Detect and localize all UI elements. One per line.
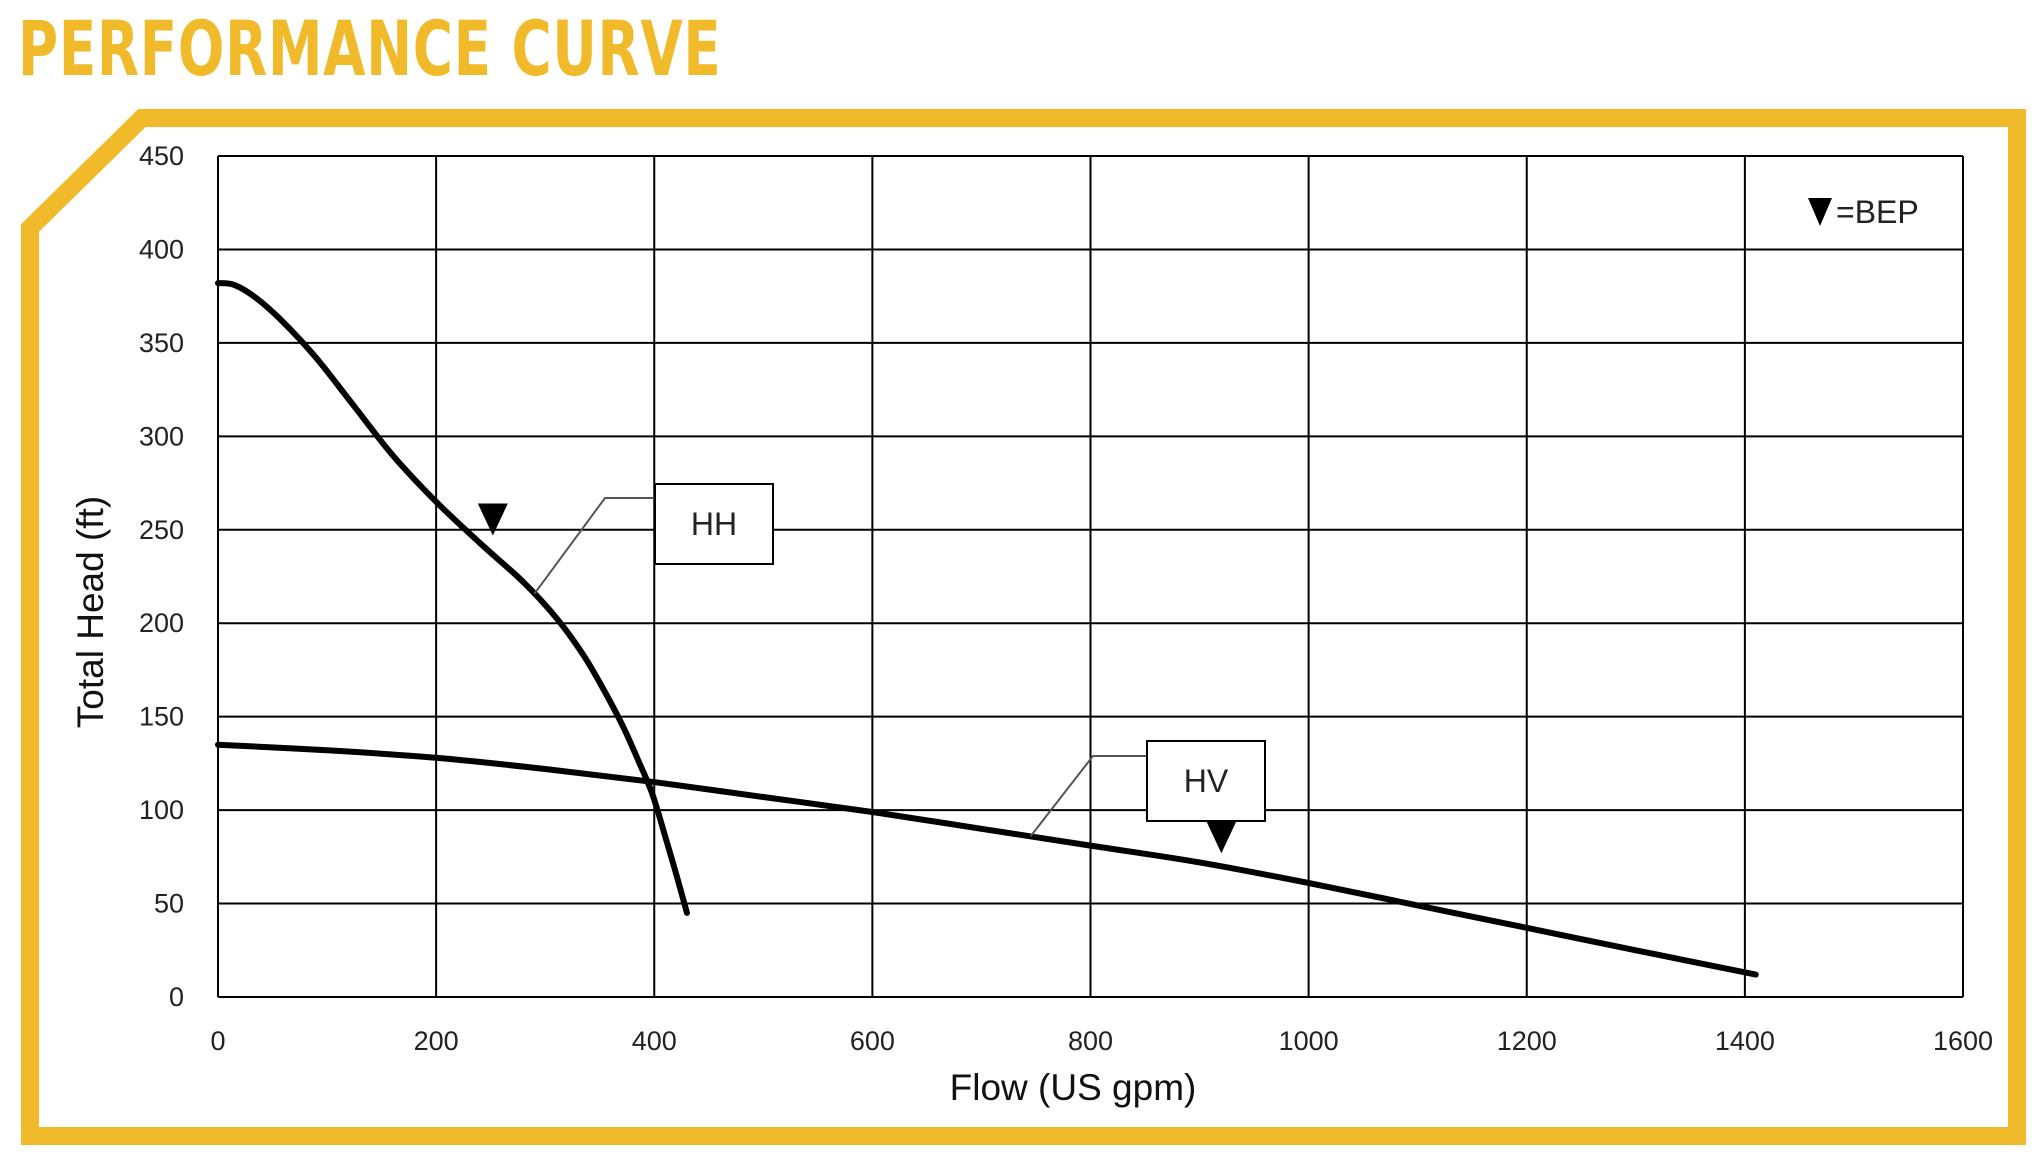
x-tick-labels: 0 200 400 600 800 1000 1200 1400 1600 [210, 1026, 1993, 1056]
curves [215, 280, 1759, 978]
y-tick-label: 400 [139, 234, 184, 264]
bep-marker-hh-icon [477, 503, 508, 536]
x-tick-label: 0 [210, 1026, 225, 1056]
x-tick-label: 1400 [1715, 1026, 1775, 1056]
x-tick-label: 1600 [1933, 1026, 1993, 1056]
series-label-hv: HV [1184, 763, 1229, 799]
y-tick-labels: 0 50 100 150 200 250 300 350 400 450 [139, 141, 184, 1012]
page-title: PERFORMANCE CURVE [18, 4, 722, 93]
y-tick-label: 350 [139, 328, 184, 358]
x-tick-label: 400 [632, 1026, 677, 1056]
callout-box-hv [1146, 740, 1266, 822]
chart-frame [21, 109, 2026, 1145]
callout-box-hh [654, 483, 774, 565]
legend-text: =BEP [1836, 194, 1919, 230]
x-axis-title: Flow (US gpm) [950, 1067, 1197, 1108]
y-axis-title: Total Head (ft) [70, 496, 111, 728]
y-tick-label: 150 [139, 702, 184, 732]
bep-marker-hv-icon [1206, 821, 1237, 854]
callout-leader-hv [1029, 755, 1147, 837]
x-tick-label: 600 [850, 1026, 895, 1056]
x-tick-label: 1000 [1279, 1026, 1339, 1056]
y-tick-label: 200 [139, 608, 184, 638]
legend: =BEP [1808, 194, 1919, 230]
series-label-hh: HH [691, 506, 737, 542]
curve-hh [215, 280, 690, 916]
x-tick-label: 800 [1068, 1026, 1113, 1056]
grid [217, 155, 1964, 998]
y-tick-label: 300 [139, 421, 184, 451]
x-tick-label: 200 [414, 1026, 459, 1056]
y-tick-label: 100 [139, 795, 184, 825]
callouts: HH HV [533, 483, 1266, 837]
legend-bep-marker-icon [1808, 198, 1832, 226]
y-tick-label: 250 [139, 515, 184, 545]
curve-hv [215, 741, 1759, 978]
y-tick-label: 0 [169, 982, 184, 1012]
y-tick-label: 450 [139, 141, 184, 171]
y-tick-label: 50 [154, 889, 184, 919]
callout-leader-hh [533, 497, 655, 595]
x-tick-label: 1200 [1497, 1026, 1557, 1056]
